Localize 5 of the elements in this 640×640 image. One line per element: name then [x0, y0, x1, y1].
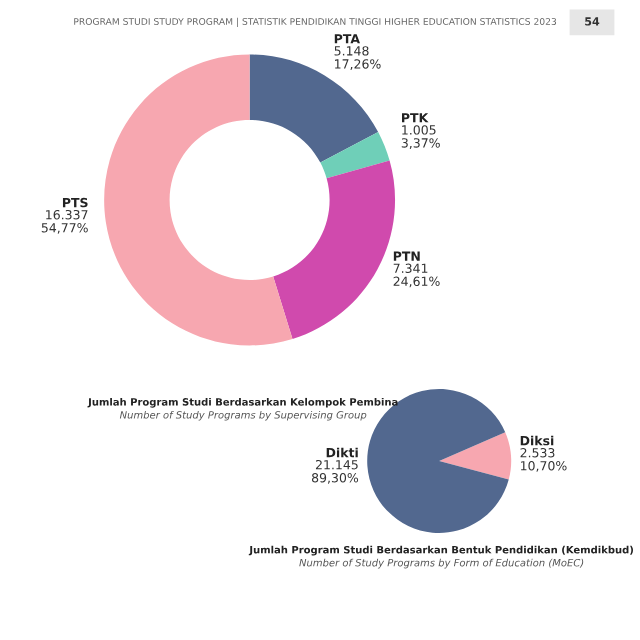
donut-slice	[104, 54, 293, 346]
donut-slice	[249, 54, 379, 163]
donut-slice	[320, 132, 390, 179]
donut-slice	[273, 160, 396, 339]
pie-slice	[439, 432, 512, 480]
